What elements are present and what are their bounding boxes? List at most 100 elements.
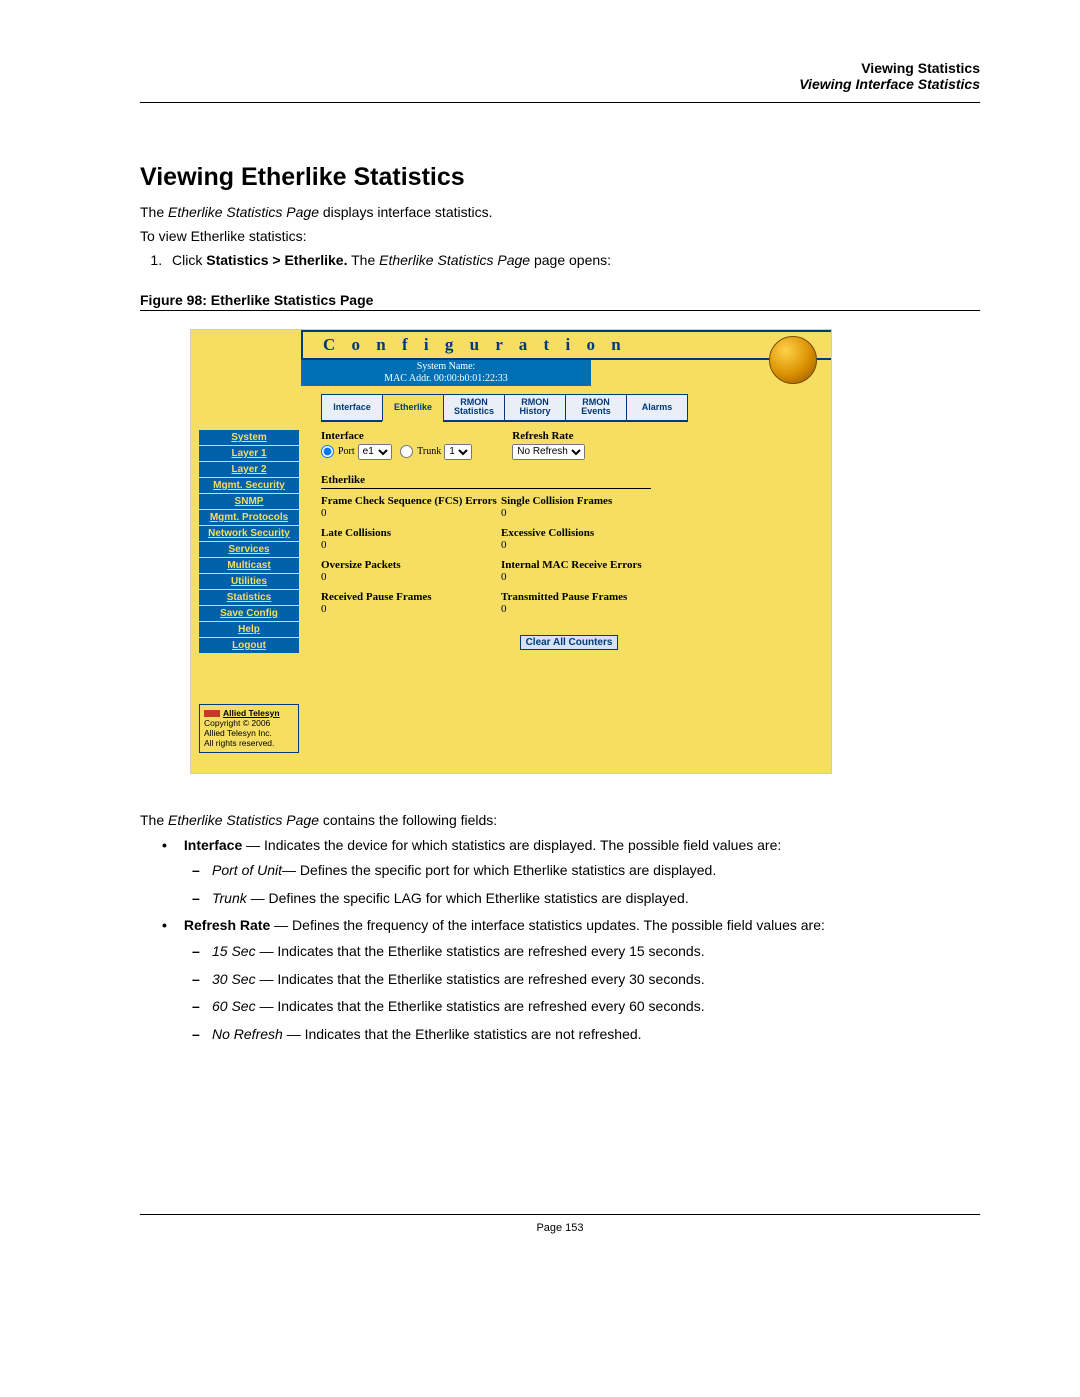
sidebar-item-multicast[interactable]: Multicast: [199, 558, 299, 574]
copyright-line3: All rights reserved.: [204, 738, 274, 748]
step-bold: Statistics > Etherlike.: [206, 252, 347, 268]
sysinfo-line1: System Name:: [301, 361, 591, 373]
field-refresh-name: Refresh Rate: [184, 917, 270, 933]
sub-30-desc: — Indicates that the Etherlike statistic…: [256, 971, 705, 987]
stat-label: Oversize Packets: [321, 559, 501, 571]
subfield-port: Port of Unit— Defines the specific port …: [212, 861, 980, 881]
sidebar-item-snmp[interactable]: SNMP: [199, 494, 299, 510]
stat-cell: Received Pause Frames0: [321, 591, 501, 615]
refresh-label: Refresh Rate: [512, 430, 585, 442]
sidebar-item-services[interactable]: Services: [199, 542, 299, 558]
intro-em: Etherlike Statistics Page: [168, 204, 319, 220]
subfield-15sec: 15 Sec — Indicates that the Etherlike st…: [212, 942, 980, 962]
stat-cell: Frame Check Sequence (FCS) Errors0: [321, 495, 501, 519]
field-refresh-desc: — Defines the frequency of the interface…: [270, 917, 825, 933]
intro-suffix: displays interface statistics.: [319, 204, 493, 220]
sidebar-item-help[interactable]: Help: [199, 622, 299, 638]
etherlike-section-title: Etherlike: [321, 474, 817, 486]
step-prefix: Click: [172, 252, 206, 268]
trunk-label: Trunk: [417, 446, 441, 457]
after-suffix: contains the following fields:: [319, 812, 497, 828]
subfield-norefresh: No Refresh — Indicates that the Etherlik…: [212, 1025, 980, 1045]
tabs-row: InterfaceEtherlikeRMONStatisticsRMONHist…: [321, 394, 831, 422]
sidebar-item-save-config[interactable]: Save Config: [199, 606, 299, 622]
step-em: Etherlike Statistics Page: [379, 252, 530, 268]
field-list: Interface — Indicates the device for whi…: [140, 836, 980, 1045]
trunk-select[interactable]: 1: [444, 444, 472, 460]
step-mid: The: [347, 252, 379, 268]
sidebar-item-layer-1[interactable]: Layer 1: [199, 446, 299, 462]
tab-interface[interactable]: Interface: [321, 394, 383, 422]
after-em: Etherlike Statistics Page: [168, 812, 319, 828]
stat-cell: Late Collisions0: [321, 527, 501, 551]
sub-trunk-desc: — Defines the specific LAG for which Eth…: [247, 890, 689, 906]
sub-nr-desc: — Indicates that the Etherlike statistic…: [283, 1026, 642, 1042]
after-prefix: The: [140, 812, 168, 828]
copyright-box: Allied Telesyn Copyright © 2006 Allied T…: [199, 704, 299, 753]
page-header: Viewing Statistics Viewing Interface Sta…: [140, 60, 980, 92]
footer-rule: [140, 1214, 980, 1215]
sidebar: SystemLayer 1Layer 2Mgmt. SecuritySNMPMg…: [199, 430, 299, 753]
config-banner: C o n f i g u r a t i o n: [301, 330, 831, 360]
system-info-box: System Name: MAC Addr. 00:00:b0:01:22:33: [301, 360, 591, 386]
stat-value: 0: [321, 571, 501, 583]
sub-port-name: Port of Unit: [212, 862, 282, 878]
sidebar-item-mgmt-security[interactable]: Mgmt. Security: [199, 478, 299, 494]
header-chapter: Viewing Statistics: [140, 60, 980, 76]
tab-etherlike[interactable]: Etherlike: [382, 394, 444, 422]
sidebar-item-statistics[interactable]: Statistics: [199, 590, 299, 606]
figure-wrap: C o n f i g u r a t i o n System Name: M…: [140, 323, 980, 786]
sidebar-item-layer-2[interactable]: Layer 2: [199, 462, 299, 478]
stat-cell: Excessive Collisions0: [501, 527, 681, 551]
sidebar-item-network-security[interactable]: Network Security: [199, 526, 299, 542]
stat-label: Single Collision Frames: [501, 495, 681, 507]
intro-prefix: The: [140, 204, 168, 220]
lead-line: To view Etherlike statistics:: [140, 228, 980, 244]
step-list: Click Statistics > Etherlike. The Etherl…: [140, 252, 980, 268]
port-radio[interactable]: [321, 445, 334, 458]
tab-alarms[interactable]: Alarms: [626, 394, 688, 422]
field-interface-name: Interface: [184, 837, 242, 853]
step-suffix: page opens:: [530, 252, 611, 268]
stat-value: 0: [501, 507, 681, 519]
field-interface: Interface — Indicates the device for whi…: [180, 836, 980, 909]
sidebar-item-system[interactable]: System: [199, 430, 299, 446]
stat-label: Received Pause Frames: [321, 591, 501, 603]
tab-rmon-history[interactable]: RMONHistory: [504, 394, 566, 422]
sidebar-item-logout[interactable]: Logout: [199, 638, 299, 654]
sub-15-desc: — Indicates that the Etherlike statistic…: [256, 943, 705, 959]
tab-rmon-statistics[interactable]: RMONStatistics: [443, 394, 505, 422]
sidebar-item-utilities[interactable]: Utilities: [199, 574, 299, 590]
stat-cell: Transmitted Pause Frames0: [501, 591, 681, 615]
header-rule: [140, 102, 980, 103]
stat-value: 0: [501, 539, 681, 551]
intro-paragraph: The Etherlike Statistics Page displays i…: [140, 204, 980, 220]
sidebar-item-mgmt-protocols[interactable]: Mgmt. Protocols: [199, 510, 299, 526]
sub-port-desc: — Defines the specific port for which Et…: [282, 862, 716, 878]
subfield-60sec: 60 Sec — Indicates that the Etherlike st…: [212, 997, 980, 1017]
clear-counters-button[interactable]: Clear All Counters: [520, 635, 619, 650]
tab-rmon-events[interactable]: RMONEvents: [565, 394, 627, 422]
port-label: Port: [338, 446, 355, 457]
stat-value: 0: [501, 603, 681, 615]
banner-gap: [191, 330, 301, 356]
refresh-select[interactable]: No Refresh: [512, 444, 585, 460]
port-select[interactable]: e1: [358, 444, 392, 460]
sysinfo-line2: MAC Addr. 00:00:b0:01:22:33: [301, 373, 591, 385]
config-screenshot: C o n f i g u r a t i o n System Name: M…: [190, 329, 832, 774]
after-paragraph: The Etherlike Statistics Page contains t…: [140, 812, 980, 828]
stat-cell: Oversize Packets0: [321, 559, 501, 583]
sub-15-name: 15 Sec: [212, 943, 256, 959]
trunk-radio[interactable]: [400, 445, 413, 458]
interface-controls: Port e1 Trunk 1: [321, 444, 472, 460]
figure-caption: Figure 98: Etherlike Statistics Page: [140, 292, 980, 308]
field-interface-desc: — Indicates the device for which statist…: [242, 837, 781, 853]
stat-value: 0: [321, 539, 501, 551]
stat-cell: Internal MAC Receive Errors0: [501, 559, 681, 583]
stat-cell: Single Collision Frames0: [501, 495, 681, 519]
field-refresh: Refresh Rate — Defines the frequency of …: [180, 916, 980, 1044]
content-pane: Interface Port e1 Trunk 1: [299, 430, 831, 650]
sub-60-name: 60 Sec: [212, 998, 256, 1014]
subfield-trunk: Trunk — Defines the specific LAG for whi…: [212, 889, 980, 909]
stat-label: Internal MAC Receive Errors: [501, 559, 681, 571]
